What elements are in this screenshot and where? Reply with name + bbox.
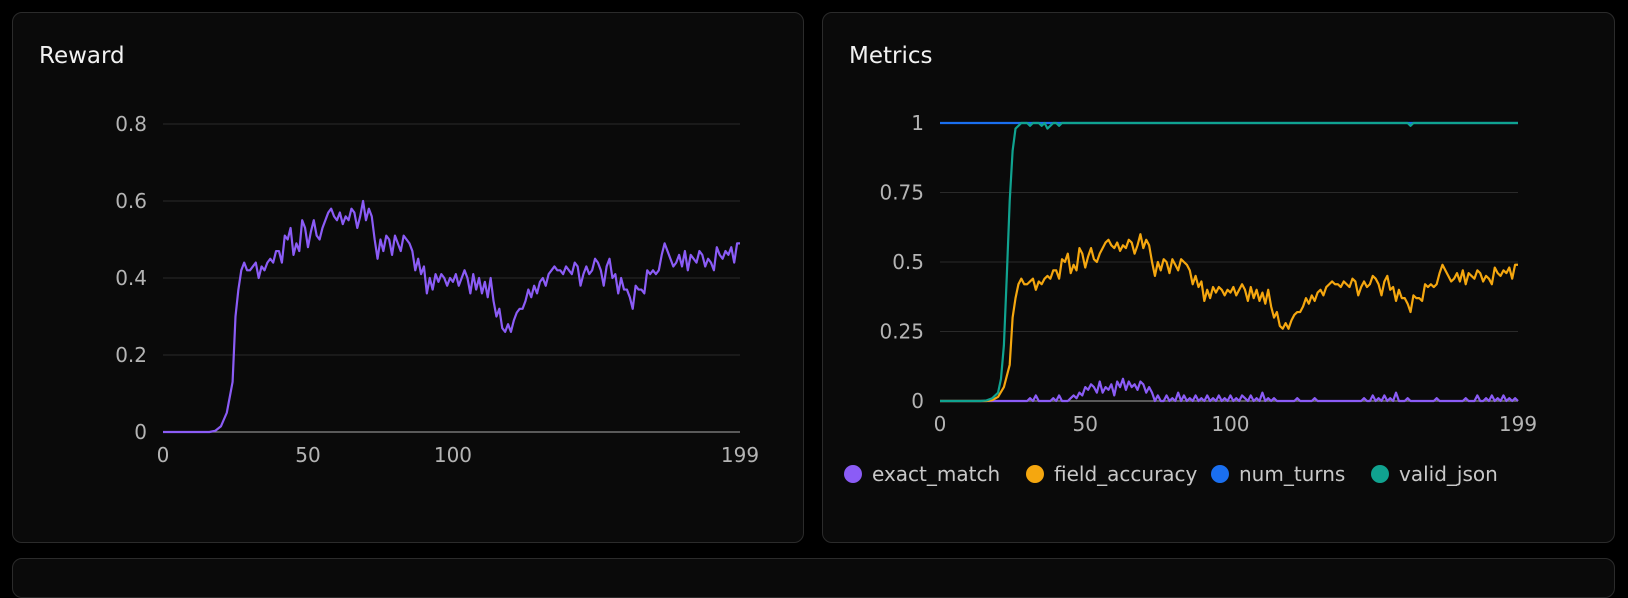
y-tick-label: 0.5 [892, 250, 924, 274]
legend-label: valid_json [1399, 462, 1498, 486]
x-tick-label: 100 [1211, 412, 1249, 436]
x-tick-label: 199 [1499, 412, 1537, 436]
y-tick-label: 0.2 [115, 343, 147, 367]
y-tick-label: 0.8 [115, 112, 147, 136]
x-tick-label: 100 [434, 443, 472, 467]
legend-swatch [1371, 465, 1389, 483]
x-tick-label: 50 [295, 443, 320, 467]
legend-swatch [844, 465, 862, 483]
legend-swatch [1026, 465, 1044, 483]
metrics-chart-title: Metrics [849, 43, 933, 69]
x-tick-label: 0 [157, 443, 170, 467]
x-tick-label: 50 [1072, 412, 1097, 436]
legend-item-valid-json[interactable]: valid_json [1371, 462, 1498, 486]
metrics-panel: Metrics 0 0.25 0.5 0.75 1 0 50 100 199 exact_matc… [822, 12, 1615, 543]
legend-item-field-accuracy[interactable]: field_accuracy [1026, 462, 1198, 486]
series-line-reward [163, 199, 740, 434]
y-tick-label: 0.6 [115, 189, 147, 213]
legend-swatch [1211, 465, 1229, 483]
legend-item-num-turns[interactable]: num_turns [1211, 462, 1345, 486]
x-tick-label: 0 [934, 412, 947, 436]
series-line-exact-match [940, 377, 1519, 403]
y-tick-label: 0.25 [879, 320, 924, 344]
reward-chart: 0 0.2 0.4 0.6 0.8 0 50 100 199 [115, 112, 759, 467]
series-line-field-accuracy [940, 233, 1518, 403]
reward-chart-title: Reward [39, 43, 125, 69]
legend-label: exact_match [872, 462, 1000, 486]
reward-panel: Reward 0 0.2 0.4 0.6 0.8 0 50 100 199 [12, 12, 804, 543]
legend-item-exact-match[interactable]: exact_match [844, 462, 1000, 486]
y-tick-label: 0 [134, 420, 147, 444]
metrics-chart: 0 0.25 0.5 0.75 1 0 50 100 199 exact_match field_a… [844, 111, 1537, 486]
legend-label: field_accuracy [1054, 462, 1198, 486]
series-line-valid-json [940, 121, 1518, 403]
y-tick-label: 0 [911, 389, 924, 413]
y-tick-label: 0.4 [115, 266, 147, 290]
next-panel [12, 558, 1615, 598]
y-tick-label: 0.75 [879, 181, 924, 205]
y-tick-label: 1 [911, 111, 924, 135]
legend-label: num_turns [1239, 462, 1345, 486]
x-tick-label: 199 [721, 443, 759, 467]
